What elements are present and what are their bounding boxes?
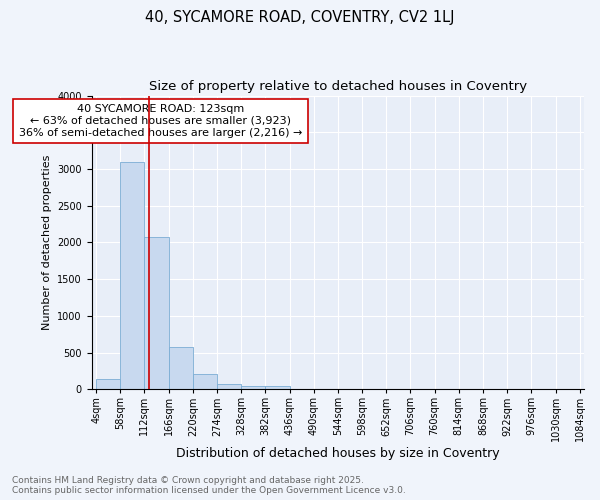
Text: 40 SYCAMORE ROAD: 123sqm
← 63% of detached houses are smaller (3,923)
36% of sem: 40 SYCAMORE ROAD: 123sqm ← 63% of detach… [19,104,302,138]
X-axis label: Distribution of detached houses by size in Coventry: Distribution of detached houses by size … [176,447,500,460]
Bar [193,374,217,389]
Bar [96,379,120,389]
Bar [169,346,193,389]
Bar [120,162,145,389]
Bar [145,236,169,389]
Text: Contains HM Land Registry data © Crown copyright and database right 2025.
Contai: Contains HM Land Registry data © Crown c… [12,476,406,495]
Bar [241,386,265,389]
Bar [217,384,241,389]
Text: 40, SYCAMORE ROAD, COVENTRY, CV2 1LJ: 40, SYCAMORE ROAD, COVENTRY, CV2 1LJ [145,10,455,25]
Y-axis label: Number of detached properties: Number of detached properties [41,154,52,330]
Bar [265,386,290,389]
Title: Size of property relative to detached houses in Coventry: Size of property relative to detached ho… [149,80,527,93]
